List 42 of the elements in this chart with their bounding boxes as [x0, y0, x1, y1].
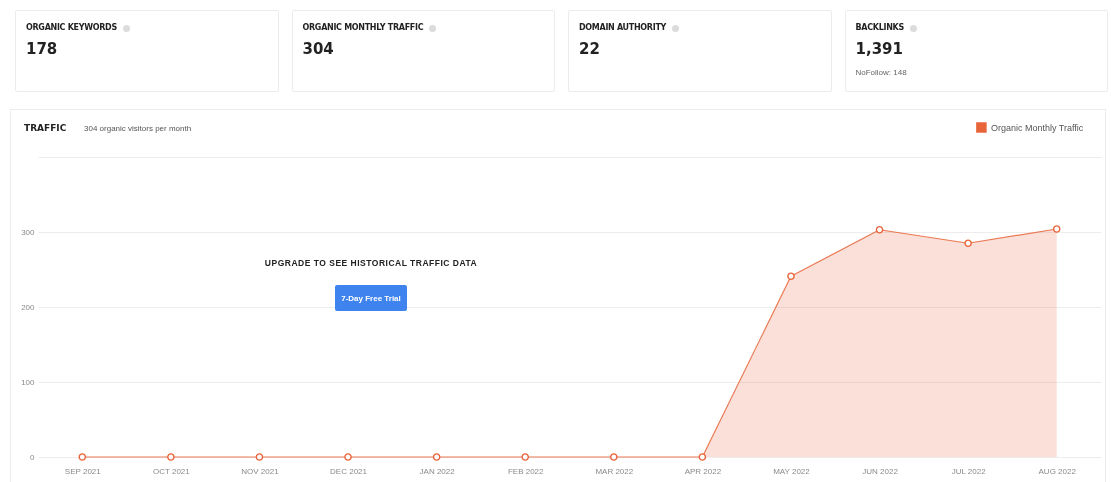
point — [521, 453, 529, 461]
x-tick-label: APR 2022 — [684, 466, 722, 476]
x-tick-label: FEB 2022 — [507, 466, 545, 476]
category-label: DOMAIN AUTHORITY — [579, 23, 667, 33]
point — [1052, 225, 1061, 233]
x-tick-label: MAY 2022 — [773, 466, 811, 476]
text: 22 — [579, 40, 600, 58]
x-tick-label: JUL 2022 — [951, 466, 987, 476]
x-tick-label: JUN 2022 — [862, 466, 899, 476]
point — [167, 453, 175, 461]
y-tick-label: 200 — [21, 302, 36, 312]
category-label: BACKLINKS — [855, 23, 904, 33]
chart-subtitle: 304 organic visitors per month — [84, 123, 192, 134]
point — [610, 453, 618, 461]
point — [432, 453, 441, 461]
category-label: ORGANIC MONTHLY TRAFFIC — [302, 23, 424, 33]
point — [344, 453, 352, 461]
y-tick-label: 0 — [30, 452, 36, 462]
trial-button[interactable]: 7-Day Free Trial — [335, 285, 407, 311]
x-tick-label: MAR 2022 — [595, 466, 634, 476]
point — [964, 239, 972, 248]
x-tick-label: DEC 2021 — [330, 466, 368, 476]
x-tick-label: OCT 2021 — [152, 466, 191, 476]
x-tick-label: NOV 2021 — [241, 466, 280, 476]
y-tick-label: 300 — [21, 227, 36, 237]
text: 1,391 — [855, 40, 903, 58]
point — [787, 272, 795, 281]
point — [78, 453, 87, 461]
chart-title: TRAFFIC — [24, 123, 67, 134]
x-tick-label: AUG 2022 — [1038, 466, 1077, 476]
category-label: ORGANIC KEYWORDS — [26, 23, 117, 33]
x-tick-label: JAN 2022 — [419, 466, 456, 476]
point — [255, 453, 264, 461]
text: NoFollow: 148 — [855, 68, 907, 78]
point — [698, 453, 707, 461]
text: 304 — [302, 40, 334, 58]
point — [875, 225, 884, 234]
text: 178 — [26, 40, 58, 58]
y-tick-label: 100 — [21, 377, 36, 387]
legend-label: Organic Monthly Traffic — [990, 122, 1084, 133]
annotation: UPGRADE TO SEE HISTORICAL TRAFFIC DATA — [264, 258, 478, 268]
x-tick-label: SEP 2021 — [64, 466, 102, 476]
